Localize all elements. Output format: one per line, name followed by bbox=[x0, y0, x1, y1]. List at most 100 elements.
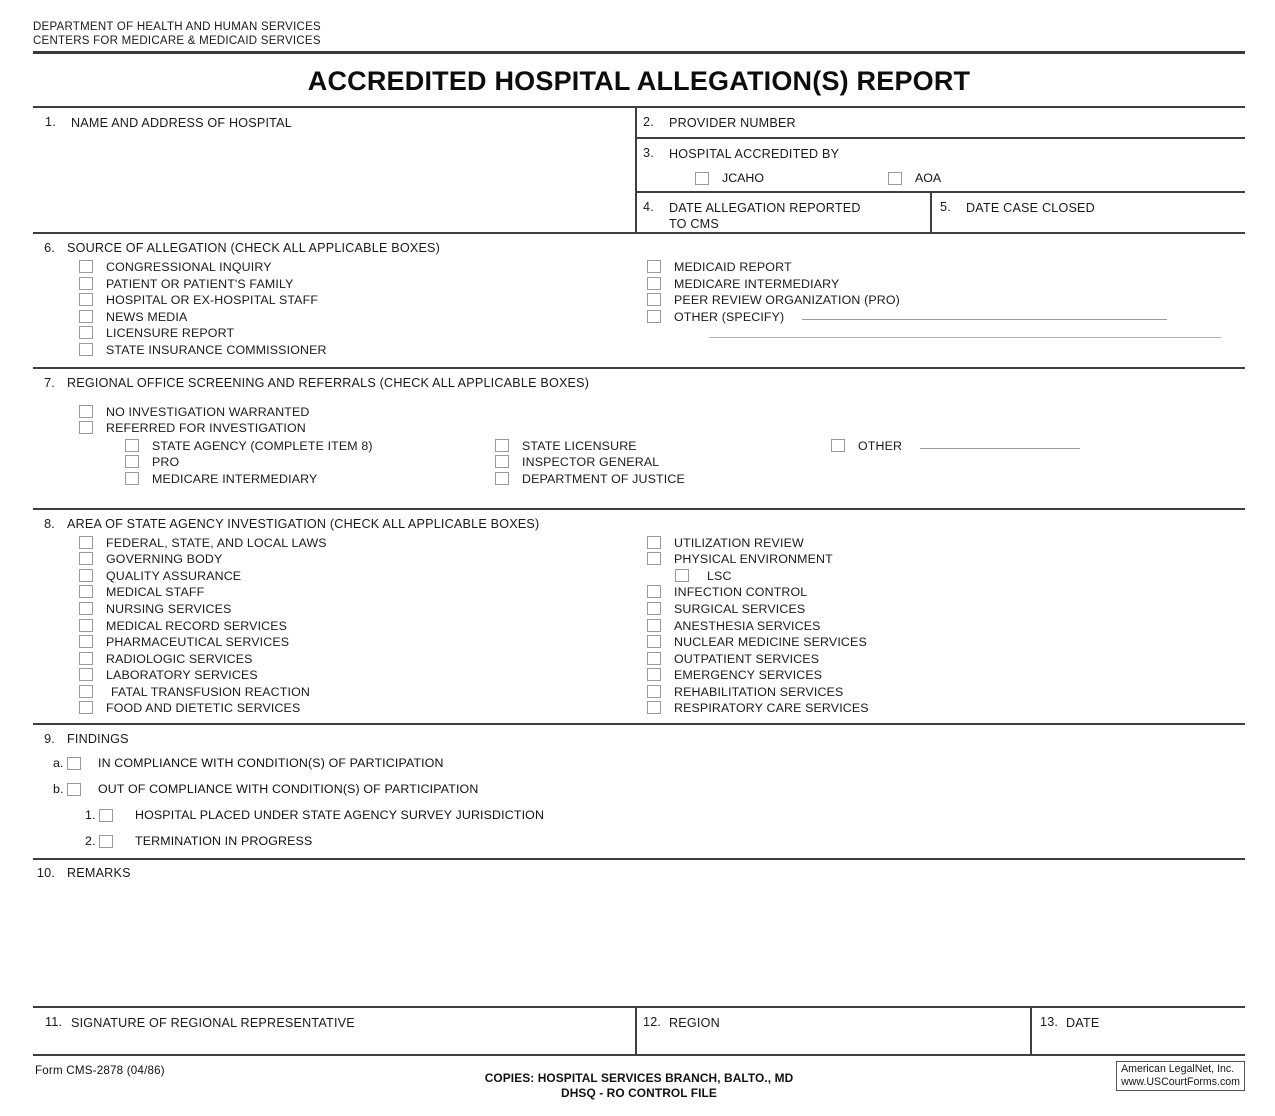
checkbox-icon[interactable] bbox=[647, 701, 661, 715]
checkbox-icon[interactable] bbox=[79, 326, 93, 340]
checkbox-icon[interactable] bbox=[647, 651, 661, 665]
checkbox-icon[interactable] bbox=[647, 668, 661, 682]
checkbox-icon[interactable] bbox=[495, 438, 509, 452]
checkbox-icon[interactable] bbox=[79, 260, 93, 273]
finding-row-b1[interactable]: 1. HOSPITAL PLACED UNDER STATE AGENCY SU… bbox=[33, 808, 1245, 823]
finding-row-b[interactable]: b. OUT OF COMPLIANCE WITH CONDITION(S) O… bbox=[33, 782, 1245, 797]
checkbox-icon[interactable] bbox=[125, 438, 139, 452]
checkbox-icon[interactable] bbox=[79, 421, 93, 435]
checkbox-icon[interactable] bbox=[99, 809, 113, 823]
checkbox-row[interactable]: NEWS MEDIA bbox=[33, 309, 637, 326]
checkbox-row[interactable]: LICENSURE REPORT bbox=[33, 325, 637, 342]
checkbox-row[interactable]: HOSPITAL OR EX-HOSPITAL STAFF bbox=[33, 292, 637, 309]
field-hospital-name-address[interactable]: 1. NAME AND ADDRESS OF HOSPITAL bbox=[33, 108, 637, 232]
checkbox-icon[interactable] bbox=[647, 684, 661, 698]
checkbox-icon[interactable] bbox=[647, 585, 661, 599]
checkbox-row[interactable]: EMERGENCY SERVICES bbox=[637, 667, 1245, 684]
checkbox-row[interactable]: CONGRESSIONAL INQUIRY bbox=[33, 259, 637, 276]
checkbox-row[interactable]: PEER REVIEW ORGANIZATION (PRO) bbox=[637, 292, 1245, 309]
checkbox-row[interactable]: NURSING SERVICES bbox=[33, 601, 637, 618]
checkbox-icon[interactable] bbox=[79, 651, 93, 665]
finding-row-a[interactable]: a. IN COMPLIANCE WITH CONDITION(S) OF PA… bbox=[33, 756, 1245, 771]
checkbox-row[interactable]: REHABILITATION SERVICES bbox=[637, 684, 1245, 701]
checkbox-row[interactable]: QUALITY ASSURANCE bbox=[33, 568, 637, 585]
section-10-remarks[interactable]: 10. REMARKS bbox=[33, 860, 1245, 1009]
checkbox-icon[interactable] bbox=[647, 552, 661, 566]
checkbox-icon[interactable] bbox=[888, 172, 902, 185]
checkbox-row[interactable]: RADIOLOGIC SERVICES bbox=[33, 651, 637, 668]
checkbox-row-sub[interactable]: FATAL TRANSFUSION REACTION bbox=[33, 684, 637, 701]
checkbox-aoa[interactable]: AOA bbox=[888, 171, 941, 185]
checkbox-row[interactable]: NO INVESTIGATION WARRANTED bbox=[79, 404, 1245, 421]
checkbox-row[interactable]: SURGICAL SERVICES bbox=[637, 601, 1245, 618]
checkbox-icon[interactable] bbox=[79, 552, 93, 566]
checkbox-icon[interactable] bbox=[695, 172, 709, 185]
checkbox-icon[interactable] bbox=[67, 783, 81, 797]
checkbox-icon[interactable] bbox=[99, 835, 113, 849]
field-provider-number[interactable]: 2. PROVIDER NUMBER bbox=[637, 108, 1245, 139]
checkbox-icon[interactable] bbox=[79, 701, 93, 715]
checkbox-row[interactable]: FOOD AND DIETETIC SERVICES bbox=[33, 700, 637, 717]
checkbox-icon[interactable] bbox=[79, 342, 93, 356]
checkbox-icon[interactable] bbox=[79, 535, 93, 549]
checkbox-icon[interactable] bbox=[647, 276, 661, 290]
checkbox-row[interactable]: PRO bbox=[125, 454, 495, 471]
checkbox-icon[interactable] bbox=[79, 293, 93, 307]
checkbox-icon[interactable] bbox=[647, 293, 661, 307]
checkbox-row[interactable]: REFERRED FOR INVESTIGATION bbox=[79, 420, 1245, 437]
checkbox-row[interactable]: GOVERNING BODY bbox=[33, 551, 637, 568]
checkbox-icon[interactable] bbox=[67, 757, 81, 771]
checkbox-icon[interactable] bbox=[647, 601, 661, 615]
checkbox-row[interactable]: INSPECTOR GENERAL bbox=[495, 454, 831, 471]
checkbox-row[interactable]: STATE INSURANCE COMMISSIONER bbox=[33, 342, 637, 359]
checkbox-icon[interactable] bbox=[125, 455, 139, 469]
checkbox-row[interactable]: PHARMACEUTICAL SERVICES bbox=[33, 634, 637, 651]
checkbox-icon[interactable] bbox=[79, 635, 93, 649]
checkbox-row[interactable]: LABORATORY SERVICES bbox=[33, 667, 637, 684]
checkbox-icon[interactable] bbox=[647, 260, 661, 273]
other-specify-input[interactable] bbox=[802, 309, 1168, 320]
checkbox-icon[interactable] bbox=[647, 618, 661, 632]
checkbox-row-other[interactable]: OTHER (SPECIFY) bbox=[637, 309, 1245, 326]
checkbox-icon[interactable] bbox=[79, 618, 93, 632]
field-date[interactable]: 13. DATE bbox=[1032, 1008, 1245, 1054]
checkbox-row[interactable]: STATE AGENCY (COMPLETE ITEM 8) bbox=[125, 438, 495, 455]
checkbox-icon[interactable] bbox=[79, 601, 93, 615]
other-specify-input-line2[interactable] bbox=[709, 337, 1221, 339]
checkbox-row[interactable]: MEDICAL STAFF bbox=[33, 584, 637, 601]
checkbox-row-sub[interactable]: LSC bbox=[637, 568, 1245, 585]
checkbox-icon[interactable] bbox=[79, 684, 93, 698]
checkbox-row-other[interactable]: OTHER bbox=[831, 438, 1245, 455]
checkbox-icon[interactable] bbox=[831, 438, 845, 452]
checkbox-icon[interactable] bbox=[125, 471, 139, 485]
checkbox-row[interactable]: INFECTION CONTROL bbox=[637, 584, 1245, 601]
field-date-allegation-reported[interactable]: 4. DATE ALLEGATION REPORTED TO CMS bbox=[637, 193, 932, 232]
field-signature-regional-representative[interactable]: 11. SIGNATURE OF REGIONAL REPRESENTATIVE bbox=[33, 1008, 637, 1055]
checkbox-icon[interactable] bbox=[647, 635, 661, 649]
checkbox-row[interactable]: MEDICARE INTERMEDIARY bbox=[637, 276, 1245, 293]
field-date-case-closed[interactable]: 5. DATE CASE CLOSED bbox=[932, 193, 1245, 232]
checkbox-jcaho[interactable]: JCAHO bbox=[695, 171, 888, 185]
field-region[interactable]: 12. REGION bbox=[637, 1008, 1032, 1055]
checkbox-row[interactable]: RESPIRATORY CARE SERVICES bbox=[637, 700, 1245, 717]
checkbox-icon[interactable] bbox=[79, 585, 93, 599]
checkbox-row[interactable]: MEDICARE INTERMEDIARY bbox=[125, 471, 495, 488]
checkbox-row[interactable]: PATIENT OR PATIENT'S FAMILY bbox=[33, 276, 637, 293]
checkbox-row[interactable]: PHYSICAL ENVIRONMENT bbox=[637, 551, 1245, 568]
other-specify-input[interactable] bbox=[920, 438, 1081, 449]
checkbox-row[interactable]: FEDERAL, STATE, AND LOCAL LAWS bbox=[33, 535, 637, 552]
checkbox-row[interactable]: MEDICAID REPORT bbox=[637, 259, 1245, 276]
checkbox-row[interactable]: NUCLEAR MEDICINE SERVICES bbox=[637, 634, 1245, 651]
checkbox-row[interactable]: OUTPATIENT SERVICES bbox=[637, 651, 1245, 668]
checkbox-icon[interactable] bbox=[675, 568, 689, 582]
checkbox-icon[interactable] bbox=[495, 455, 509, 469]
checkbox-row[interactable]: ANESTHESIA SERVICES bbox=[637, 618, 1245, 635]
checkbox-row[interactable]: MEDICAL RECORD SERVICES bbox=[33, 618, 637, 635]
checkbox-icon[interactable] bbox=[495, 471, 509, 485]
finding-row-b2[interactable]: 2. TERMINATION IN PROGRESS bbox=[33, 834, 1245, 849]
checkbox-icon[interactable] bbox=[647, 535, 661, 549]
checkbox-icon[interactable] bbox=[79, 668, 93, 682]
checkbox-row[interactable]: STATE LICENSURE bbox=[495, 438, 831, 455]
checkbox-row[interactable]: DEPARTMENT OF JUSTICE bbox=[495, 471, 831, 488]
checkbox-icon[interactable] bbox=[79, 404, 93, 418]
